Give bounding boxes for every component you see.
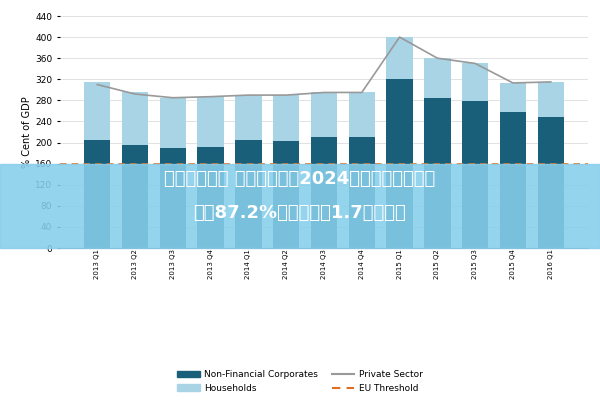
Legend: Non-Financial Corporates, Households, Private Sector, EU Threshold: Non-Financial Corporates, Households, Pr… [175,368,425,396]
Bar [235,140,262,248]
Bar [84,140,110,248]
EU Threshold [131,161,139,166]
Bar [160,98,186,148]
Bar [160,148,186,248]
Bar [311,92,337,137]
Bar [84,82,110,140]
Bar [197,97,224,147]
Private Sector [169,95,176,100]
Bar [500,112,526,248]
Private Sector [283,93,290,98]
Private Sector [320,90,328,95]
Line: Private Sector: Private Sector [97,37,551,98]
Bar [462,102,488,248]
EU Threshold [94,161,101,166]
Bar [500,83,526,112]
Text: 温州期货配资 生态环境部：2024年全国优良天数比: 温州期货配资 生态环境部：2024年全国优良天数比 [164,170,436,188]
Bar [349,92,375,137]
Bar [538,82,564,117]
Private Sector [509,80,517,85]
Private Sector [245,93,252,98]
Bar [273,141,299,248]
Bar [462,64,488,102]
Bar [122,92,148,145]
Private Sector [396,35,403,40]
Text: 例达87.2%，同比上升1.7个百分点: 例达87.2%，同比上升1.7个百分点 [194,204,406,222]
Bar [349,137,375,248]
Bar [424,98,451,248]
Private Sector [472,61,479,66]
Bar [273,95,299,141]
Private Sector [547,80,554,84]
Bar [311,137,337,248]
Private Sector [207,94,214,99]
Private Sector [358,90,365,95]
Bar [386,37,413,79]
Private Sector [434,56,441,60]
Private Sector [94,82,101,87]
Bar [386,79,413,248]
Bar [538,117,564,248]
Bar [424,58,451,98]
Bar [197,147,224,248]
Private Sector [131,92,139,96]
Y-axis label: % Cent of GDP: % Cent of GDP [22,96,32,168]
Bar [122,145,148,248]
Bar [235,95,262,140]
